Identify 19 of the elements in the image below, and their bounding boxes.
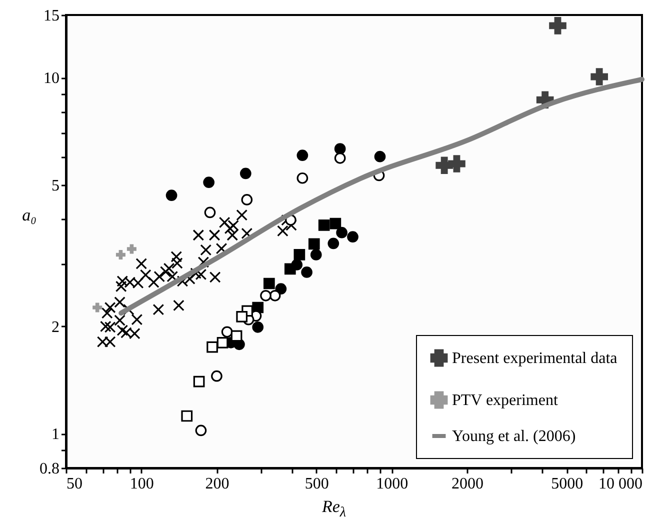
- x-tick-label: 50: [66, 476, 82, 492]
- x-tick-label: 5000: [551, 476, 584, 492]
- y-tick-label: 15: [44, 8, 60, 24]
- y-axis-title: a₀: [22, 206, 37, 224]
- legend-label: PTV experiment: [452, 392, 558, 409]
- y-tick-label: 2: [52, 318, 60, 336]
- legend-label: Present experimental data: [452, 350, 618, 367]
- x-tick-label: 200: [205, 476, 230, 492]
- legend-label: Young et al. (2006): [452, 428, 576, 445]
- y-tick-label: 0.8: [40, 460, 60, 478]
- y-tick-label: 10: [44, 70, 60, 88]
- x-tick-label: 10 000: [598, 476, 642, 492]
- x-axis-title: Re$_{λ}$: [320, 497, 348, 522]
- x-tick-label: 100: [130, 476, 154, 492]
- x-tick-label: 1000: [376, 476, 408, 492]
- y-tick-label: 1: [52, 426, 60, 444]
- x-tick-label: 2000: [452, 476, 484, 492]
- x-tick-label: 500: [304, 476, 329, 492]
- y-tick-label: 5: [52, 177, 60, 194]
